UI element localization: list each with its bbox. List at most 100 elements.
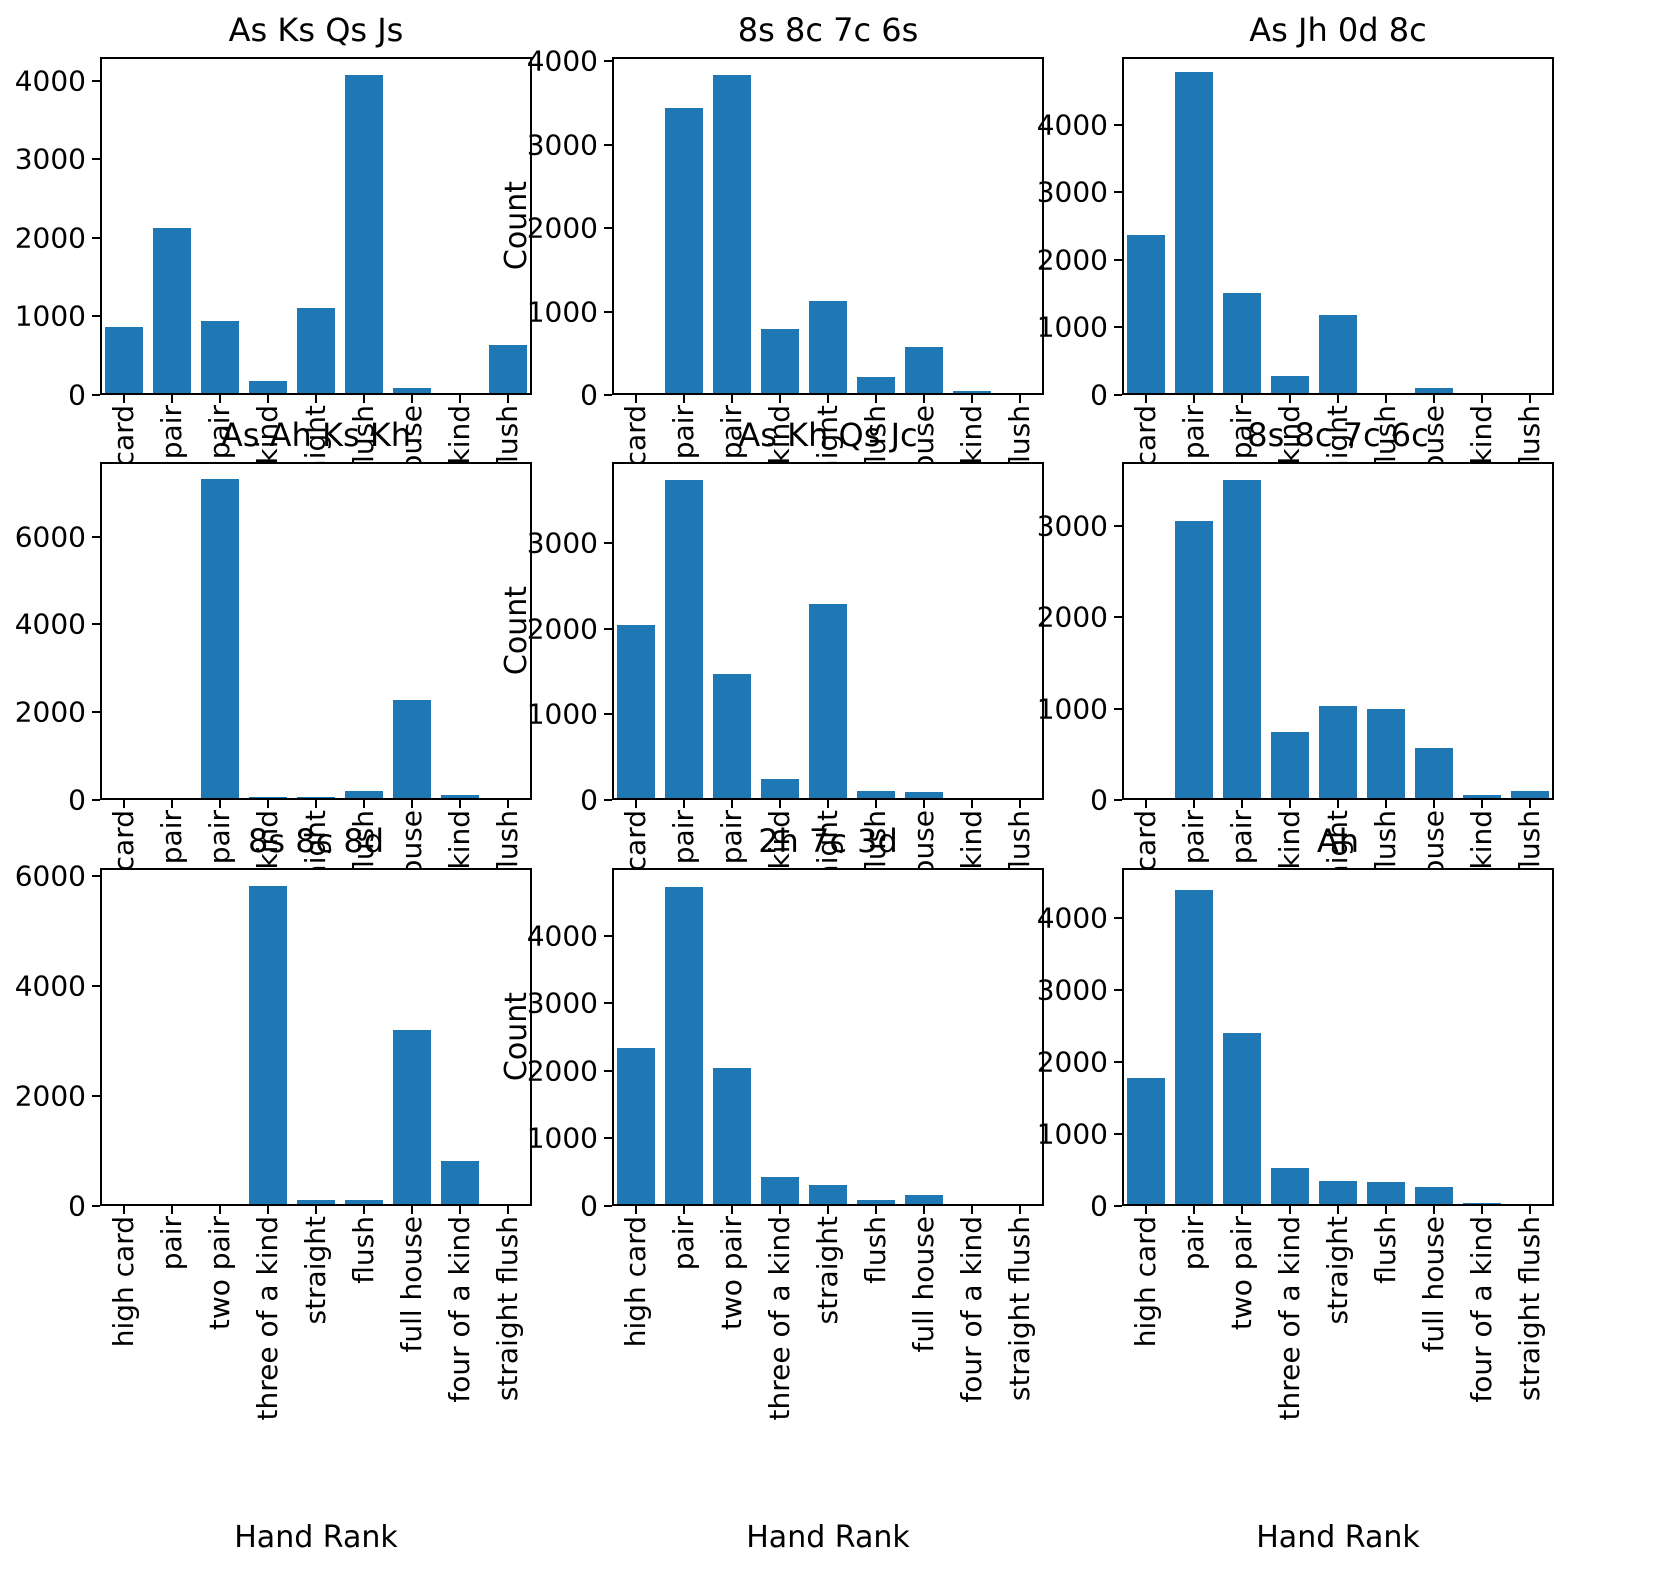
bar-full-house bbox=[393, 388, 431, 393]
bar-full-house bbox=[1415, 748, 1453, 798]
x-tick-mark bbox=[363, 800, 365, 808]
bar-four-of-a-kind bbox=[1463, 1203, 1501, 1204]
y-tick-mark bbox=[604, 627, 612, 630]
y-tick-label: 2000 bbox=[14, 695, 86, 729]
subplot-8s-8c-8d: 8s 8c 8d 0 2000 4000 6000 high card pair two p… bbox=[15, 822, 532, 1555]
y-tick-mark bbox=[604, 799, 612, 801]
plot-area bbox=[100, 868, 532, 1206]
y-tick-label: 0 bbox=[68, 378, 86, 412]
x-tick-mark bbox=[1289, 800, 1291, 808]
y-tick-mark bbox=[604, 143, 612, 146]
bar-two-pair bbox=[201, 479, 239, 798]
bar-two-pair bbox=[713, 674, 751, 798]
y-tick-mark bbox=[92, 535, 100, 538]
y-tick-label: 6000 bbox=[14, 859, 86, 893]
subplot-ah: Ah 0 1000 2000 3000 4000 high card pair two pai… bbox=[1037, 822, 1554, 1555]
y-tick-mark bbox=[92, 236, 100, 239]
x-tick-mark bbox=[1145, 800, 1147, 808]
x-tick-mark bbox=[923, 800, 925, 808]
x-tick-mark bbox=[171, 395, 173, 403]
y-tick-mark bbox=[604, 1002, 612, 1005]
x-tick-mark bbox=[507, 800, 509, 808]
y-tick-mark bbox=[1114, 1205, 1122, 1207]
y-tick-label: 1000 bbox=[526, 697, 598, 731]
x-tick-mark bbox=[827, 1206, 829, 1214]
y-tick-mark bbox=[604, 1205, 612, 1207]
bar-full-house bbox=[393, 700, 431, 798]
x-tick-label-four-of-a-kind: four of a kind bbox=[1465, 1216, 1498, 1403]
y-tick-mark bbox=[604, 394, 612, 396]
plot-area bbox=[1122, 57, 1554, 395]
bar-flush bbox=[857, 1200, 895, 1204]
x-tick-mark bbox=[1145, 1206, 1147, 1214]
y-tick-mark bbox=[1114, 326, 1122, 329]
y-tick-label: 6000 bbox=[14, 520, 86, 554]
y-tick-label: 3000 bbox=[526, 986, 598, 1020]
x-tick-mark bbox=[1241, 1206, 1243, 1214]
subplot-8s-8c-7c-6c: 8s 8c 7c 6c 0100020003000high cardpairtw… bbox=[1037, 416, 1554, 868]
y-tick-label: 3000 bbox=[526, 526, 598, 560]
y-axis-label-wrap: Count bbox=[499, 57, 534, 395]
bar-straight bbox=[809, 1185, 847, 1204]
x-tick-label-three-of-a-kind: three of a kind bbox=[763, 1216, 796, 1421]
bar-pair bbox=[1175, 521, 1213, 798]
y-tick-mark bbox=[92, 315, 100, 318]
y-tick-label: 1000 bbox=[526, 295, 598, 329]
x-tick-mark bbox=[1193, 395, 1195, 403]
x-tick-mark bbox=[363, 1206, 365, 1214]
x-tick-mark bbox=[1337, 800, 1339, 808]
plot-area bbox=[100, 57, 532, 395]
y-tick-mark bbox=[604, 934, 612, 937]
y-tick-label: 2000 bbox=[1036, 1045, 1108, 1079]
x-tick-mark bbox=[315, 1206, 317, 1214]
chart-title: 8s 8c 8d bbox=[248, 822, 384, 860]
bar-three-of-a-kind bbox=[1271, 732, 1309, 798]
chart-title: As Ks Qs Js bbox=[228, 11, 404, 49]
chart-title: 8s 8c 7c 6s bbox=[737, 11, 919, 49]
y-tick-label: 3000 bbox=[1036, 973, 1108, 1007]
y-tick-label: 3000 bbox=[1036, 509, 1108, 543]
x-tick-mark bbox=[1019, 395, 1021, 403]
x-tick-mark bbox=[731, 800, 733, 808]
bar-straight-flush bbox=[489, 345, 527, 393]
x-tick-mark bbox=[923, 1206, 925, 1214]
bar-full-house bbox=[393, 1030, 431, 1204]
bar-flush bbox=[857, 377, 895, 393]
bar-four-of-a-kind bbox=[1463, 795, 1501, 798]
bar-four-of-a-kind bbox=[441, 795, 479, 798]
x-tick-label-four-of-a-kind: four of a kind bbox=[443, 1216, 476, 1403]
y-tick-mark bbox=[1114, 1061, 1122, 1064]
x-tick-mark bbox=[827, 395, 829, 403]
x-tick-mark bbox=[875, 1206, 877, 1214]
x-tick-mark bbox=[123, 1206, 125, 1214]
y-tick-label: 4000 bbox=[14, 607, 86, 641]
x-tick-mark bbox=[315, 800, 317, 808]
y-tick-label: 0 bbox=[1090, 1189, 1108, 1223]
y-tick-mark bbox=[92, 158, 100, 161]
bar-straight bbox=[297, 797, 335, 798]
x-tick-label-full-house: full house bbox=[907, 1216, 940, 1353]
bar-two-pair bbox=[1223, 293, 1261, 393]
x-tick-label-pair: pair bbox=[1177, 1216, 1210, 1271]
y-tick-label: 1000 bbox=[526, 1121, 598, 1155]
x-tick-mark bbox=[267, 800, 269, 808]
chart-title: As Kh Qs Jc bbox=[738, 416, 918, 454]
y-tick-mark bbox=[1114, 989, 1122, 992]
x-tick-mark bbox=[1481, 1206, 1483, 1214]
chart-title: As Jh 0d 8c bbox=[1249, 11, 1427, 49]
y-tick-mark bbox=[92, 394, 100, 396]
x-tick-mark bbox=[171, 800, 173, 808]
x-tick-label-full-house: full house bbox=[395, 1216, 428, 1353]
y-tick-label: 4000 bbox=[526, 44, 598, 78]
bar-straight bbox=[1319, 1181, 1357, 1204]
y-tick-label: 4000 bbox=[1036, 901, 1108, 935]
x-tick-mark bbox=[971, 395, 973, 403]
y-tick-mark bbox=[92, 1205, 100, 1207]
y-tick-mark bbox=[92, 985, 100, 988]
bar-three-of-a-kind bbox=[1271, 376, 1309, 393]
y-tick-mark bbox=[1114, 191, 1122, 194]
x-tick-label-straight: straight bbox=[299, 1216, 332, 1325]
y-axis-label: Count bbox=[498, 992, 534, 1082]
x-tick-mark bbox=[1241, 395, 1243, 403]
